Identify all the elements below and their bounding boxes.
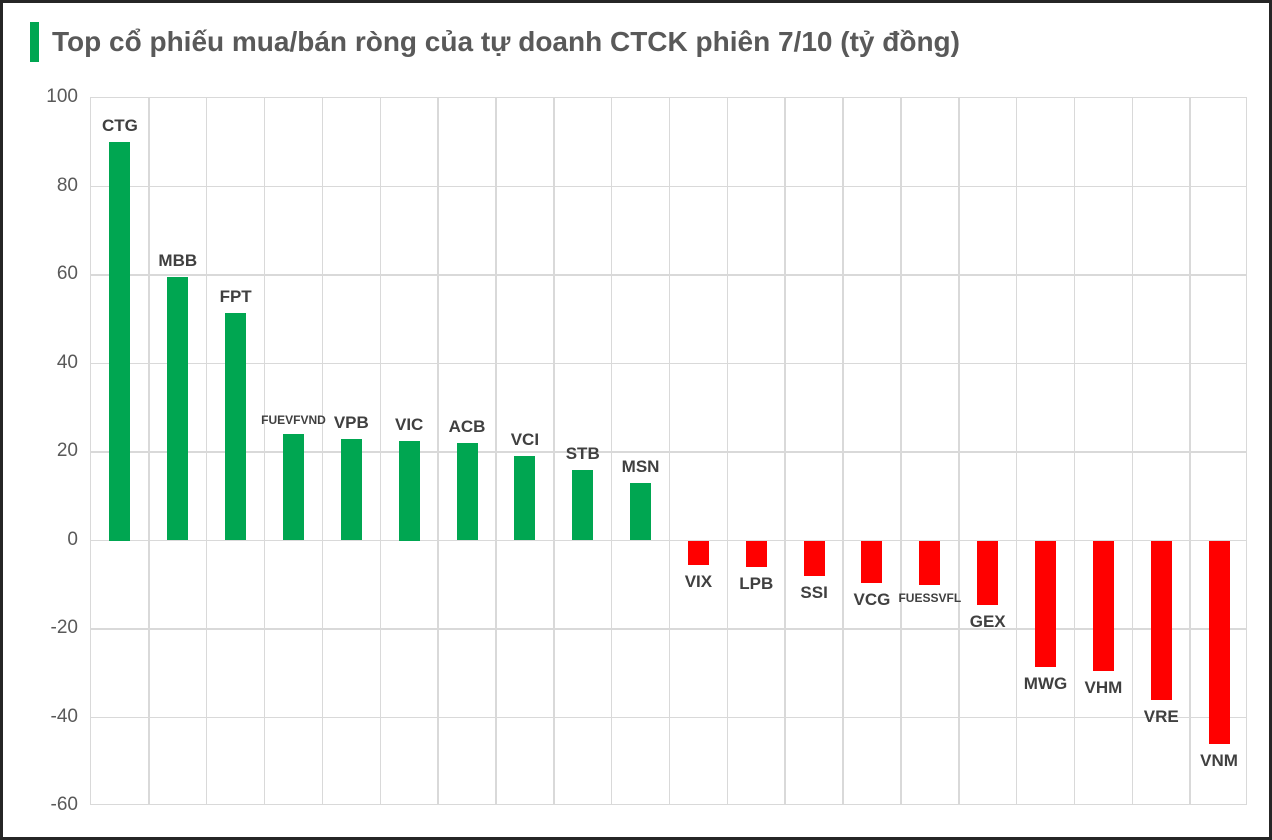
horizontal-gridline [91, 274, 1246, 276]
bar-VCG [861, 540, 883, 583]
bar-label-MWG: MWG [1023, 673, 1068, 693]
bar-label-GEX: GEX [969, 611, 1006, 631]
vertical-gridline [1189, 98, 1191, 804]
y-tick-label: 80 [56, 174, 78, 196]
bar-SSI [803, 540, 825, 576]
horizontal-gridline [91, 716, 1246, 719]
y-tick-label: 40 [56, 351, 78, 373]
vertical-gridline [553, 98, 555, 804]
vertical-gridline [900, 98, 902, 804]
chart-title: Top cổ phiếu mua/bán ròng của tự doanh C… [52, 26, 960, 57]
bar-label-MBB: MBB [158, 251, 198, 271]
vertical-gridline [1131, 98, 1134, 804]
vertical-gridline [1015, 98, 1018, 804]
bar-label-VRE: VRE [1143, 706, 1179, 726]
horizontal-gridline [91, 628, 1246, 630]
vertical-gridline [379, 98, 381, 804]
bar-MWG [1035, 540, 1057, 667]
bar-label-VCI: VCI [510, 430, 540, 450]
bar-FUESSVFL [919, 540, 941, 585]
bar-label-VPB: VPB [333, 412, 369, 432]
vertical-gridline [726, 98, 729, 804]
bar-FUEVFVND [282, 434, 304, 541]
bar-VIX [687, 540, 709, 565]
y-tick-label: -60 [50, 794, 78, 815]
vertical-gridline [610, 98, 613, 804]
vertical-gridline [148, 98, 150, 804]
bar-VIC [398, 440, 420, 541]
bar-VRE [1150, 540, 1172, 700]
bar-label-VIC: VIC [395, 414, 424, 434]
title-accent-bar [30, 22, 39, 62]
horizontal-gridline [91, 185, 1246, 188]
bar-MSN [630, 482, 652, 541]
bar-VNM [1208, 540, 1230, 745]
vertical-gridline [263, 98, 266, 804]
vertical-gridline [437, 98, 439, 804]
vertical-gridline [1073, 98, 1076, 804]
horizontal-gridline [91, 362, 1246, 365]
vertical-gridline [842, 98, 844, 804]
bar-GEX [977, 540, 999, 605]
bar-STB [572, 469, 594, 541]
chart-header: Top cổ phiếu mua/bán ròng của tự doanh C… [30, 22, 960, 62]
bar-LPB [745, 540, 767, 568]
horizontal-gridline [91, 539, 1246, 542]
bar-label-SSI: SSI [800, 582, 828, 602]
bar-ACB [456, 443, 478, 541]
bar-label-CTG: CTG [101, 116, 138, 136]
vertical-gridline [784, 98, 786, 804]
bar-label-FUEVFVND: FUEVFVND [261, 413, 326, 428]
bar-label-STB: STB [565, 443, 600, 463]
plot-area: CTG MBB FPT FUEVFVND VPB VIC ACB VCI STB MSN VIX LP… [90, 97, 1247, 805]
y-tick-label: -40 [50, 705, 78, 727]
y-tick-label: 0 [67, 528, 78, 550]
vertical-gridline [958, 98, 960, 804]
bar-CTG [109, 142, 131, 541]
bar-label-VHM: VHM [1084, 678, 1123, 698]
bar-label-ACB: ACB [448, 417, 486, 437]
bar-MBB [167, 277, 189, 541]
bar-label-LPB: LPB [739, 574, 774, 594]
y-tick-label: 60 [56, 263, 78, 284]
vertical-gridline [495, 98, 497, 804]
bar-label-VIX: VIX [684, 571, 713, 591]
vertical-gridline [205, 98, 208, 804]
bar-VHM [1092, 540, 1114, 672]
vertical-gridline [668, 98, 671, 804]
y-tick-label: 100 [46, 86, 78, 107]
y-tick-label: -20 [50, 617, 78, 638]
horizontal-gridline [91, 451, 1246, 453]
bar-FPT [225, 312, 247, 541]
bar-label-VCG: VCG [853, 589, 891, 609]
bar-label-VNM: VNM [1200, 751, 1238, 771]
bar-label-FUESSVFL: FUESSVFL [898, 590, 962, 605]
bar-label-FPT: FPT [219, 286, 252, 306]
bar-VCI [514, 456, 536, 541]
bar-label-MSN: MSN [621, 456, 660, 476]
y-tick-label: 20 [56, 440, 78, 461]
vertical-gridline [321, 98, 324, 804]
bar-VPB [340, 438, 362, 541]
